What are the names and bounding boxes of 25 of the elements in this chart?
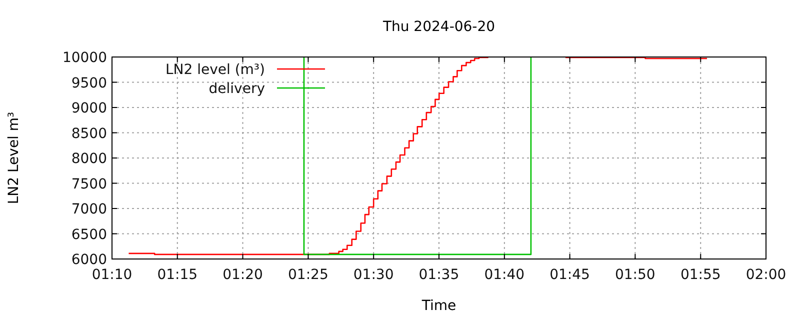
legend-label: LN2 level (m³) (165, 62, 265, 78)
x-tick-label: 01:45 (550, 267, 590, 283)
y-tick-label: 6500 (71, 226, 107, 243)
legend-label: delivery (208, 81, 265, 97)
x-tick-label: 01:40 (484, 267, 525, 283)
y-tick-label: 8000 (71, 151, 107, 167)
chart-title: Thu 2024-06-20 (382, 19, 496, 35)
y-axis-title: LN2 Level m³ (6, 112, 22, 204)
y-tick-label: 7500 (71, 176, 107, 192)
x-tick-label: 01:20 (222, 267, 263, 283)
x-tick-label: 01:10 (92, 267, 132, 283)
y-tick-label: 9000 (71, 100, 107, 116)
y-tick-label: 6000 (71, 252, 107, 268)
x-tick-label: 01:55 (680, 267, 721, 283)
x-tick-label: 01:50 (614, 267, 656, 283)
x-tick-label: 01:35 (418, 267, 460, 283)
y-tick-label: 9500 (71, 75, 107, 92)
x-axis-title: Time (420, 298, 456, 314)
y-tick-label: 8500 (71, 126, 107, 142)
x-tick-label: 01:25 (288, 267, 328, 283)
x-tick-label: 02:00 (746, 267, 786, 283)
x-tick-label: 01:15 (157, 267, 198, 283)
x-tick-label: 01:30 (353, 267, 394, 283)
y-tick-label: 10000 (62, 50, 107, 66)
y-tick-label: 7000 (71, 202, 107, 218)
